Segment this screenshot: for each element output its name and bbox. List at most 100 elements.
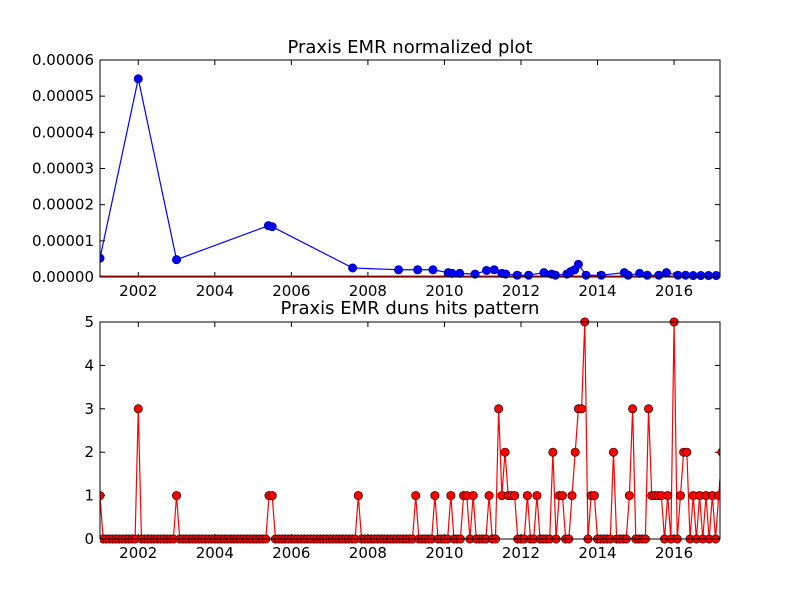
data-point <box>447 268 457 278</box>
data-point <box>267 491 277 501</box>
data-point <box>446 491 456 501</box>
y-tick-label: 0.00000 <box>32 268 94 286</box>
data-point <box>642 270 652 280</box>
x-tick-label: 2010 <box>425 282 463 300</box>
y-tick-label: 0.00003 <box>32 160 94 178</box>
x-axis-ticks: 2002 2004 2006 2008 2010 2012 2014 2016 <box>119 60 693 300</box>
data-point <box>512 270 522 280</box>
x-tick-label: 2008 <box>349 282 387 300</box>
data-point <box>573 259 583 269</box>
data-point <box>172 491 182 501</box>
data-point <box>489 265 499 275</box>
y-axis-ticks: 0.00000 0.00001 0.00002 0.00003 0.00004 0.000… <box>32 51 720 286</box>
data-point <box>484 491 494 501</box>
data-point <box>654 270 664 280</box>
y-tick-label: 0.00006 <box>32 51 94 69</box>
data-point <box>717 448 720 457</box>
data-point <box>681 270 691 280</box>
data-point <box>470 269 480 279</box>
x-tick-label: 2006 <box>272 544 310 562</box>
data-point <box>539 268 549 278</box>
data-point <box>628 404 638 414</box>
data-point <box>482 265 492 275</box>
data-point <box>644 404 654 414</box>
data-point <box>714 491 720 501</box>
y-tick-label: 0.00002 <box>32 196 94 214</box>
data-point <box>663 491 673 501</box>
data-point <box>522 491 532 501</box>
data-point <box>353 491 363 501</box>
x-tick-label: 2016 <box>655 282 693 300</box>
data-point <box>267 222 277 232</box>
y-tick-label: 5 <box>84 313 94 331</box>
data-point <box>133 404 143 414</box>
data-point <box>411 491 421 501</box>
plot-clip-group <box>100 74 720 281</box>
y-tick-label: 0 <box>84 530 94 548</box>
data-point <box>557 491 567 501</box>
data-point <box>133 74 143 84</box>
x-tick-label: 2004 <box>196 544 234 562</box>
duns-hits-chart: Praxis EMR duns hits pattern 2002 2004 200… <box>84 298 721 562</box>
data-point <box>608 447 618 457</box>
x-tick-label: 2014 <box>578 544 616 562</box>
data-point <box>711 271 720 281</box>
data-point <box>675 491 685 501</box>
y-tick-label: 1 <box>84 487 94 505</box>
data-point <box>394 265 404 275</box>
data-point <box>577 404 587 414</box>
x-tick-label: 2006 <box>272 282 310 300</box>
data-point <box>623 270 633 280</box>
axes-frame <box>99 59 721 278</box>
data-point <box>548 447 558 457</box>
y-tick-label: 0.00004 <box>32 123 94 141</box>
data-point <box>455 268 465 278</box>
data-point <box>532 491 542 501</box>
data-point <box>704 271 714 281</box>
x-tick-label: 2004 <box>196 282 234 300</box>
data-point <box>596 270 606 280</box>
x-tick-label: 2012 <box>502 544 540 562</box>
normalized-plot-chart: Praxis EMR normalized plot 2002 2004 2006 2… <box>32 37 721 300</box>
x-tick-label: 2014 <box>578 282 616 300</box>
chart-title: Praxis EMR duns hits pattern <box>281 298 540 319</box>
data-point <box>589 491 599 501</box>
data-point <box>688 271 698 281</box>
axes-frame <box>99 321 721 540</box>
data-point <box>696 271 706 281</box>
data-point <box>570 447 580 457</box>
y-tick-label: 4 <box>84 356 94 374</box>
data-point <box>673 270 683 280</box>
x-tick-label: 2002 <box>119 544 157 562</box>
x-axis-ticks: 2002 2004 2006 2008 2010 2012 2014 2016 <box>119 322 693 562</box>
x-tick-label: 2016 <box>655 544 693 562</box>
data-point <box>567 491 577 501</box>
data-point <box>494 404 504 414</box>
data-point <box>550 270 560 280</box>
data-point <box>501 269 511 279</box>
data-point <box>348 263 358 273</box>
data-point <box>524 270 534 280</box>
data-point <box>624 491 634 501</box>
data-point <box>635 268 645 278</box>
x-tick-label: 2008 <box>349 544 387 562</box>
y-tick-label: 0.00001 <box>32 232 94 250</box>
data-point <box>468 491 478 501</box>
x-tick-label: 2002 <box>119 282 157 300</box>
y-tick-label: 2 <box>84 443 94 461</box>
x-tick-label: 2012 <box>502 282 540 300</box>
data-point <box>500 447 510 457</box>
y-tick-label: 3 <box>84 400 94 418</box>
y-tick-label: 0.00005 <box>32 87 94 105</box>
data-point <box>510 491 520 501</box>
data-point <box>581 270 591 280</box>
data-point <box>172 255 182 265</box>
data-point <box>428 265 438 275</box>
data-point <box>413 265 423 275</box>
data-point <box>661 268 671 278</box>
data-point <box>682 447 692 457</box>
x-tick-label: 2010 <box>425 544 463 562</box>
chart-title: Praxis EMR normalized plot <box>287 37 532 58</box>
data-point <box>430 491 440 501</box>
